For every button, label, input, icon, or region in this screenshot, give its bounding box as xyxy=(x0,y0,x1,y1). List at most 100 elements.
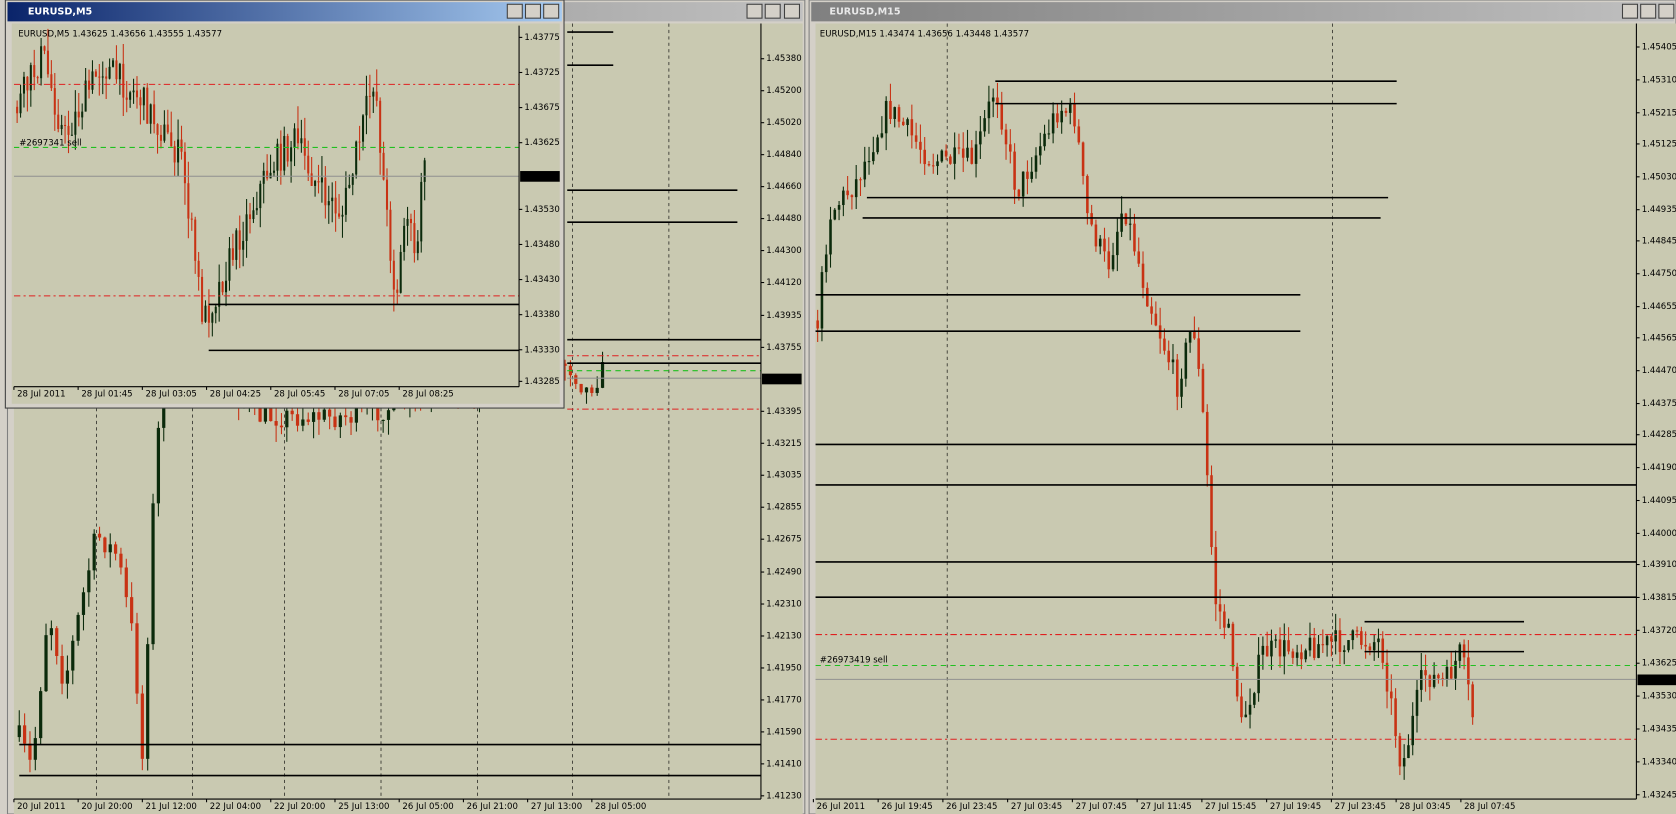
candle-body xyxy=(242,240,245,250)
candle-body xyxy=(979,131,982,145)
chart-area xyxy=(815,23,1676,814)
price-tick-label: 1.45200 xyxy=(766,86,801,96)
candle-body xyxy=(1407,745,1410,759)
candle-body xyxy=(94,71,97,77)
candle-body xyxy=(67,125,70,135)
candle-body xyxy=(833,209,837,220)
candle-body xyxy=(1133,223,1136,252)
candle-body xyxy=(225,280,228,293)
candle-body xyxy=(221,281,224,293)
candle-body xyxy=(1124,213,1128,225)
candle-body xyxy=(105,76,108,79)
candle-body xyxy=(238,230,241,250)
candle-body xyxy=(74,111,77,135)
candle-body xyxy=(286,136,289,162)
candle-body xyxy=(266,170,269,179)
window-buttons[interactable] xyxy=(746,3,801,19)
price-tick-label: 1.43935 xyxy=(766,311,801,321)
candle-body xyxy=(595,387,599,393)
candle-body xyxy=(228,248,231,281)
price-tick-label: 1.41590 xyxy=(766,727,801,737)
candle-body xyxy=(103,537,107,553)
candle-body xyxy=(295,414,300,426)
price-tick-label: 1.44285 xyxy=(1642,430,1676,440)
candle-body xyxy=(1111,255,1115,270)
candle-body xyxy=(77,111,80,118)
candle-body xyxy=(70,134,73,136)
candle-body xyxy=(310,173,313,186)
candle-body xyxy=(324,177,327,206)
candle-body xyxy=(173,146,176,163)
candle-body xyxy=(1013,151,1016,190)
candle-body xyxy=(279,425,284,428)
price-tick-label: 1.44660 xyxy=(766,182,801,192)
candle-body xyxy=(142,87,145,106)
current-price-label: 1.43577 xyxy=(765,374,800,384)
candle-body xyxy=(130,597,134,624)
candle-body xyxy=(1244,714,1248,718)
order-label: #26973419 sell xyxy=(820,656,888,666)
candle-body xyxy=(53,88,56,115)
candle-body xyxy=(1047,133,1051,135)
candle-body xyxy=(39,691,43,739)
candle-body xyxy=(961,148,965,158)
candle-body xyxy=(64,124,67,127)
candle-body xyxy=(28,743,32,760)
candle-body xyxy=(84,80,87,112)
candle-body xyxy=(1441,678,1444,680)
candle-body xyxy=(55,628,59,657)
candle-body xyxy=(183,151,186,184)
time-label: 28 Jul 03:45 xyxy=(1399,802,1450,812)
time-label: 26 Jul 05:00 xyxy=(402,802,453,812)
candle-body xyxy=(317,412,321,420)
price-tick-label: 1.42490 xyxy=(766,568,801,578)
candle-body xyxy=(914,135,918,142)
time-label: 27 Jul 03:45 xyxy=(1011,802,1062,812)
candle-body xyxy=(1308,637,1312,651)
candle-body xyxy=(1312,637,1316,658)
candle-body xyxy=(1197,338,1200,369)
chart-window: EURUSD,M15 EURUSD,M15 1.43474 1.43656 1.… xyxy=(808,0,1676,814)
time-label: 27 Jul 23:45 xyxy=(1335,802,1386,812)
candle-body xyxy=(361,115,365,142)
candle-body xyxy=(893,107,897,119)
candle-body xyxy=(151,503,155,645)
price-tick-label: 1.43775 xyxy=(524,33,559,43)
candle-body xyxy=(26,76,29,91)
price-tick-label: 1.43285 xyxy=(524,377,559,387)
candle-body xyxy=(1073,104,1076,127)
price-tick-label: 1.42130 xyxy=(766,631,801,641)
window-title: EURUSD,M5 xyxy=(28,7,93,18)
candle-body xyxy=(1060,110,1063,123)
candle-body xyxy=(1180,378,1183,397)
candle-body xyxy=(149,104,152,124)
candle-body xyxy=(1437,674,1440,679)
candle-body xyxy=(272,170,276,173)
candle-body xyxy=(1351,630,1355,641)
candle-body xyxy=(258,403,262,422)
price-tick-label: 1.43625 xyxy=(524,138,559,148)
candle-body xyxy=(953,147,956,164)
candle-body xyxy=(125,97,128,100)
candle-body xyxy=(1064,110,1068,113)
time-label: 28 Jul 03:05 xyxy=(146,390,197,400)
candle-body xyxy=(263,407,268,422)
candle-body xyxy=(1377,638,1380,643)
candle-body xyxy=(1021,171,1025,197)
candle-body xyxy=(386,410,391,420)
window-buttons[interactable] xyxy=(506,3,560,19)
price-tick-label: 1.41770 xyxy=(766,695,801,705)
price-tick-label: 1.43330 xyxy=(524,345,559,355)
candle-body xyxy=(348,184,351,188)
candle-body xyxy=(872,152,875,162)
candle-body xyxy=(108,66,111,79)
candle-body xyxy=(1081,142,1085,176)
candle-body xyxy=(1394,698,1397,737)
candle-body xyxy=(33,738,37,760)
chart-area xyxy=(11,23,560,404)
candle-body xyxy=(190,218,193,220)
candle-body xyxy=(816,320,819,329)
time-label: 22 Jul 04:00 xyxy=(210,802,261,812)
window-buttons[interactable] xyxy=(1621,3,1675,19)
candle-body xyxy=(317,181,320,183)
